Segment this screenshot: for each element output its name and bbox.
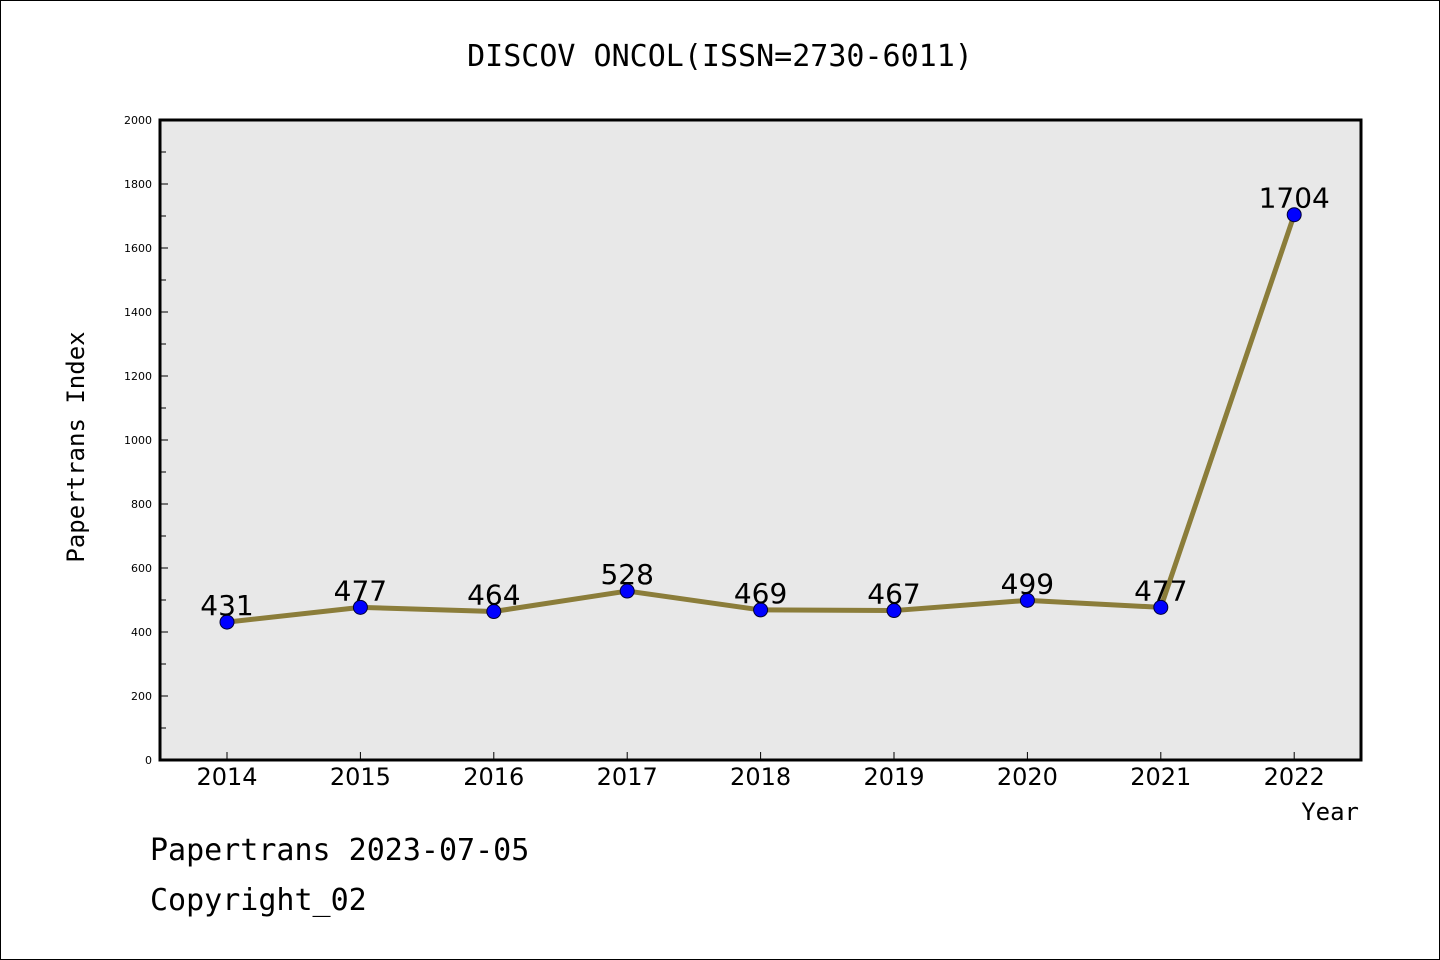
y-axis-label: Papertrans Index — [62, 331, 90, 562]
data-label: 467 — [867, 578, 920, 611]
y-axis: 0 200 400 600 800 1000 1200 1400 1600 1800 2000 — [124, 114, 168, 767]
chart-title: DISCOV ONCOL(ISSN=2730-6011) — [467, 39, 973, 74]
y-tick-label: 1600 — [124, 242, 152, 255]
data-label: 464 — [467, 579, 520, 612]
data-label: 477 — [1134, 574, 1187, 607]
y-tick-label: 1000 — [124, 434, 152, 447]
y-tick-label: 400 — [131, 626, 152, 639]
y-tick-label: 2000 — [124, 114, 152, 127]
x-axis-label: Year — [1301, 798, 1359, 826]
data-label: 477 — [334, 574, 387, 607]
data-point — [1019, 592, 1035, 608]
data-point — [619, 583, 635, 599]
x-tick-label: 2014 — [196, 763, 257, 791]
data-point — [352, 599, 368, 615]
x-tick-label: 2015 — [330, 763, 391, 791]
data-point — [486, 604, 502, 620]
data-label: 528 — [600, 558, 653, 591]
data-label: 1704 — [1259, 182, 1330, 215]
series-layer: 431 477 464 528 469 467 499 477 1704 — [200, 182, 1330, 630]
y-tick-label: 1400 — [124, 306, 152, 319]
footer-date: Papertrans 2023-07-05 — [150, 833, 530, 868]
x-tick-label: 2018 — [730, 763, 791, 791]
data-label: 431 — [200, 589, 253, 622]
x-tick-label: 2019 — [863, 763, 924, 791]
data-point — [1286, 207, 1302, 223]
data-point — [219, 614, 235, 630]
x-tick-label: 2017 — [597, 763, 658, 791]
data-point — [753, 602, 769, 618]
x-axis: 2014 2015 2016 2017 2018 2019 2020 2021 2022 — [196, 752, 1325, 791]
data-point — [886, 603, 902, 619]
y-tick-label: 0 — [145, 754, 152, 767]
data-label: 469 — [734, 577, 787, 610]
plot-area — [158, 118, 1363, 762]
x-tick-label: 2016 — [463, 763, 524, 791]
y-tick-label: 1800 — [124, 178, 152, 191]
y-tick-label: 800 — [131, 498, 152, 511]
x-tick-label: 2021 — [1130, 763, 1191, 791]
x-tick-label: 2022 — [1264, 763, 1325, 791]
y-tick-label: 1200 — [124, 370, 152, 383]
y-tick-label: 200 — [131, 690, 152, 703]
x-tick-label: 2020 — [997, 763, 1058, 791]
data-label: 499 — [1001, 567, 1054, 600]
data-point — [1153, 599, 1169, 615]
y-tick-label: 600 — [131, 562, 152, 575]
footer-copyright: Copyright_02 — [150, 883, 367, 918]
